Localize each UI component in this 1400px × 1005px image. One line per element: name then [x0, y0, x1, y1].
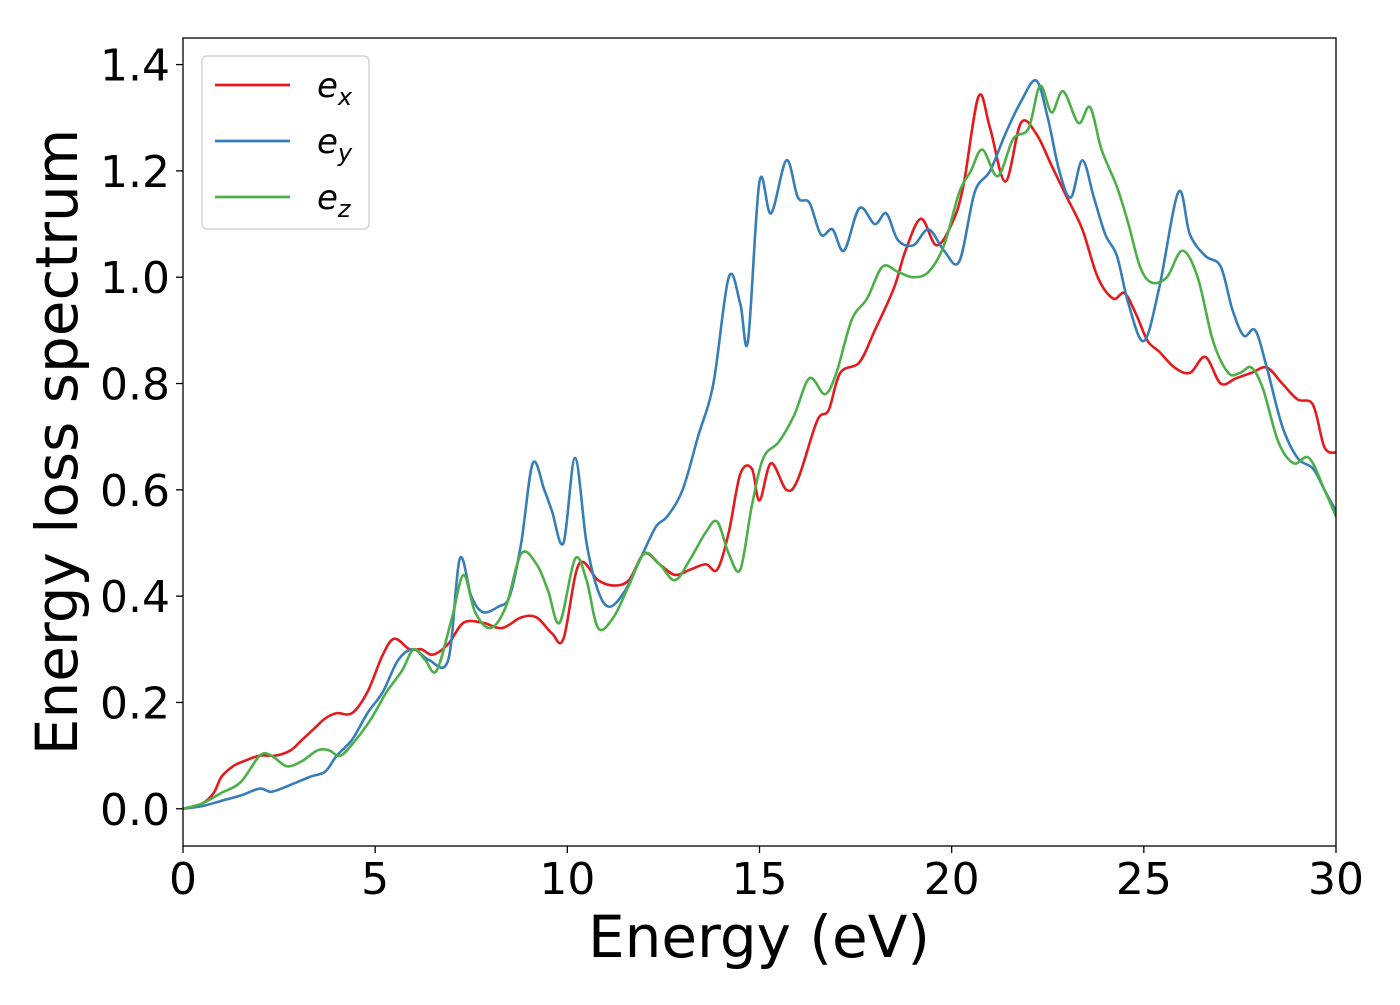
x-tick-label: 25	[1116, 854, 1172, 905]
y-tick-label: 0.8	[100, 360, 170, 411]
y-tick-label: 0.2	[100, 678, 170, 729]
legend-box	[201, 55, 370, 230]
series-layer	[183, 79, 1336, 811]
y-tick-label: 0.6	[100, 466, 170, 517]
y-tick-label: 0.0	[100, 785, 170, 836]
x-tick-label: 0	[169, 854, 197, 905]
x-tick-label: 30	[1308, 854, 1364, 905]
y-tick-label: 1.4	[100, 41, 170, 92]
x-axis-ticks: 0 5 10 15 20 25 30	[169, 846, 1364, 905]
x-tick-label: 5	[361, 854, 389, 905]
x-axis-title: Energy (eV)	[588, 903, 930, 971]
y-axis-title: Energy loss spectrum	[23, 129, 91, 755]
y-tick-label: 1.2	[100, 147, 170, 198]
series-line-e-x	[183, 93, 1336, 811]
x-tick-label: 15	[732, 854, 788, 905]
y-tick-label: 1.0	[100, 253, 170, 304]
y-tick-label: 0.4	[100, 572, 170, 623]
y-axis-ticks: 0.0 0.2 0.4 0.6 0.8 1.0 1.2 1.4	[100, 41, 183, 836]
x-tick-label: 20	[924, 854, 980, 905]
x-tick-label: 10	[539, 854, 595, 905]
series-line-e-z	[183, 84, 1336, 811]
